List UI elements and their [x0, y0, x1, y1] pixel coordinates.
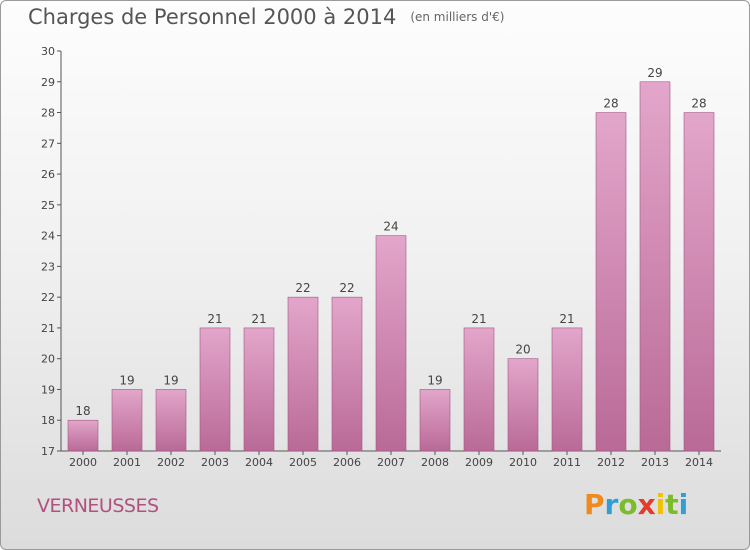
data-label: 21: [207, 312, 222, 326]
bar: [419, 389, 451, 452]
bar: [287, 296, 319, 452]
chart-title-text: Charges de Personnel 2000 à 2014: [28, 5, 397, 29]
data-labels: 18 19 19 21 21 22 22 24 19 21 20 21 28 29 28: [75, 66, 706, 418]
data-label: 22: [339, 281, 354, 295]
data-label: 24: [383, 220, 398, 234]
x-tick-label: 2004: [245, 456, 273, 469]
logo-letter: P: [584, 488, 605, 521]
bar: [551, 327, 583, 452]
bar: [331, 296, 363, 452]
y-tick-label: 25: [41, 199, 55, 212]
bar: [243, 327, 275, 452]
data-label: 19: [427, 373, 442, 387]
chart-unit: (en milliers d'€): [410, 10, 505, 24]
y-tick-label: 29: [41, 76, 55, 89]
y-tick-label: 22: [41, 291, 55, 304]
y-tick-label: 27: [41, 137, 55, 150]
logo-letter: i: [655, 488, 666, 521]
bar: [375, 235, 407, 452]
x-tick-label: 2002: [157, 456, 185, 469]
x-tick-label: 2014: [685, 456, 713, 469]
x-tick-label: 2006: [333, 456, 361, 469]
logo-letter: t: [665, 488, 679, 521]
y-tick-label: 30: [41, 45, 55, 58]
bar: [639, 81, 671, 452]
bar-series: [67, 81, 715, 452]
y-tick-label: 20: [41, 353, 55, 366]
bar: [111, 389, 143, 452]
data-label: 22: [295, 281, 310, 295]
logo-letter: i: [678, 488, 689, 521]
x-tick-label: 2001: [113, 456, 141, 469]
x-tick-label: 2008: [421, 456, 449, 469]
y-tick-label: 18: [41, 414, 55, 427]
x-tick-label: 2005: [289, 456, 317, 469]
y-tick-label: 28: [41, 107, 55, 120]
x-tick-label: 2012: [597, 456, 625, 469]
bar: [155, 389, 187, 452]
proxiti-logo: Proxiti: [584, 488, 688, 521]
y-tick-label: 26: [41, 168, 55, 181]
x-axis: 2000 2001 2002 2003 2004 2005 2006 2007 2008 2009…: [61, 450, 721, 469]
bar: [507, 358, 539, 452]
data-label: 19: [163, 373, 178, 387]
logo-letter: r: [604, 488, 619, 521]
bar: [67, 419, 99, 452]
bar: [595, 112, 627, 452]
bar: [683, 112, 715, 452]
bar: [463, 327, 495, 452]
commune-name: VERNEUSSES: [37, 495, 159, 517]
x-tick-label: 2010: [509, 456, 537, 469]
y-tick-label: 21: [41, 322, 55, 335]
logo-letter: o: [618, 488, 638, 521]
data-label: 21: [471, 312, 486, 326]
data-label: 28: [603, 97, 618, 111]
y-tick-label: 19: [41, 383, 55, 396]
y-tick-label: 17: [41, 445, 55, 458]
x-tick-label: 2011: [553, 456, 581, 469]
y-tick-label: 24: [41, 230, 55, 243]
data-label: 18: [75, 404, 90, 418]
data-label: 21: [251, 312, 266, 326]
logo-letter: x: [637, 488, 656, 521]
x-tick-label: 2003: [201, 456, 229, 469]
x-tick-label: 2007: [377, 456, 405, 469]
bar: [199, 327, 231, 452]
x-tick-label: 2000: [69, 456, 97, 469]
y-tick-label: 23: [41, 260, 55, 273]
data-label: 19: [119, 373, 134, 387]
x-tick-label: 2013: [641, 456, 669, 469]
data-label: 29: [647, 66, 662, 80]
y-axis: 17 18 19 20 21 22 23 24 25 26 27 28 29 30: [41, 45, 62, 458]
chart-title: Charges de Personnel 2000 à 2014 (en mill…: [28, 5, 504, 29]
data-label: 21: [559, 312, 574, 326]
x-tick-label: 2009: [465, 456, 493, 469]
data-label: 20: [515, 343, 530, 357]
data-label: 28: [691, 97, 706, 111]
